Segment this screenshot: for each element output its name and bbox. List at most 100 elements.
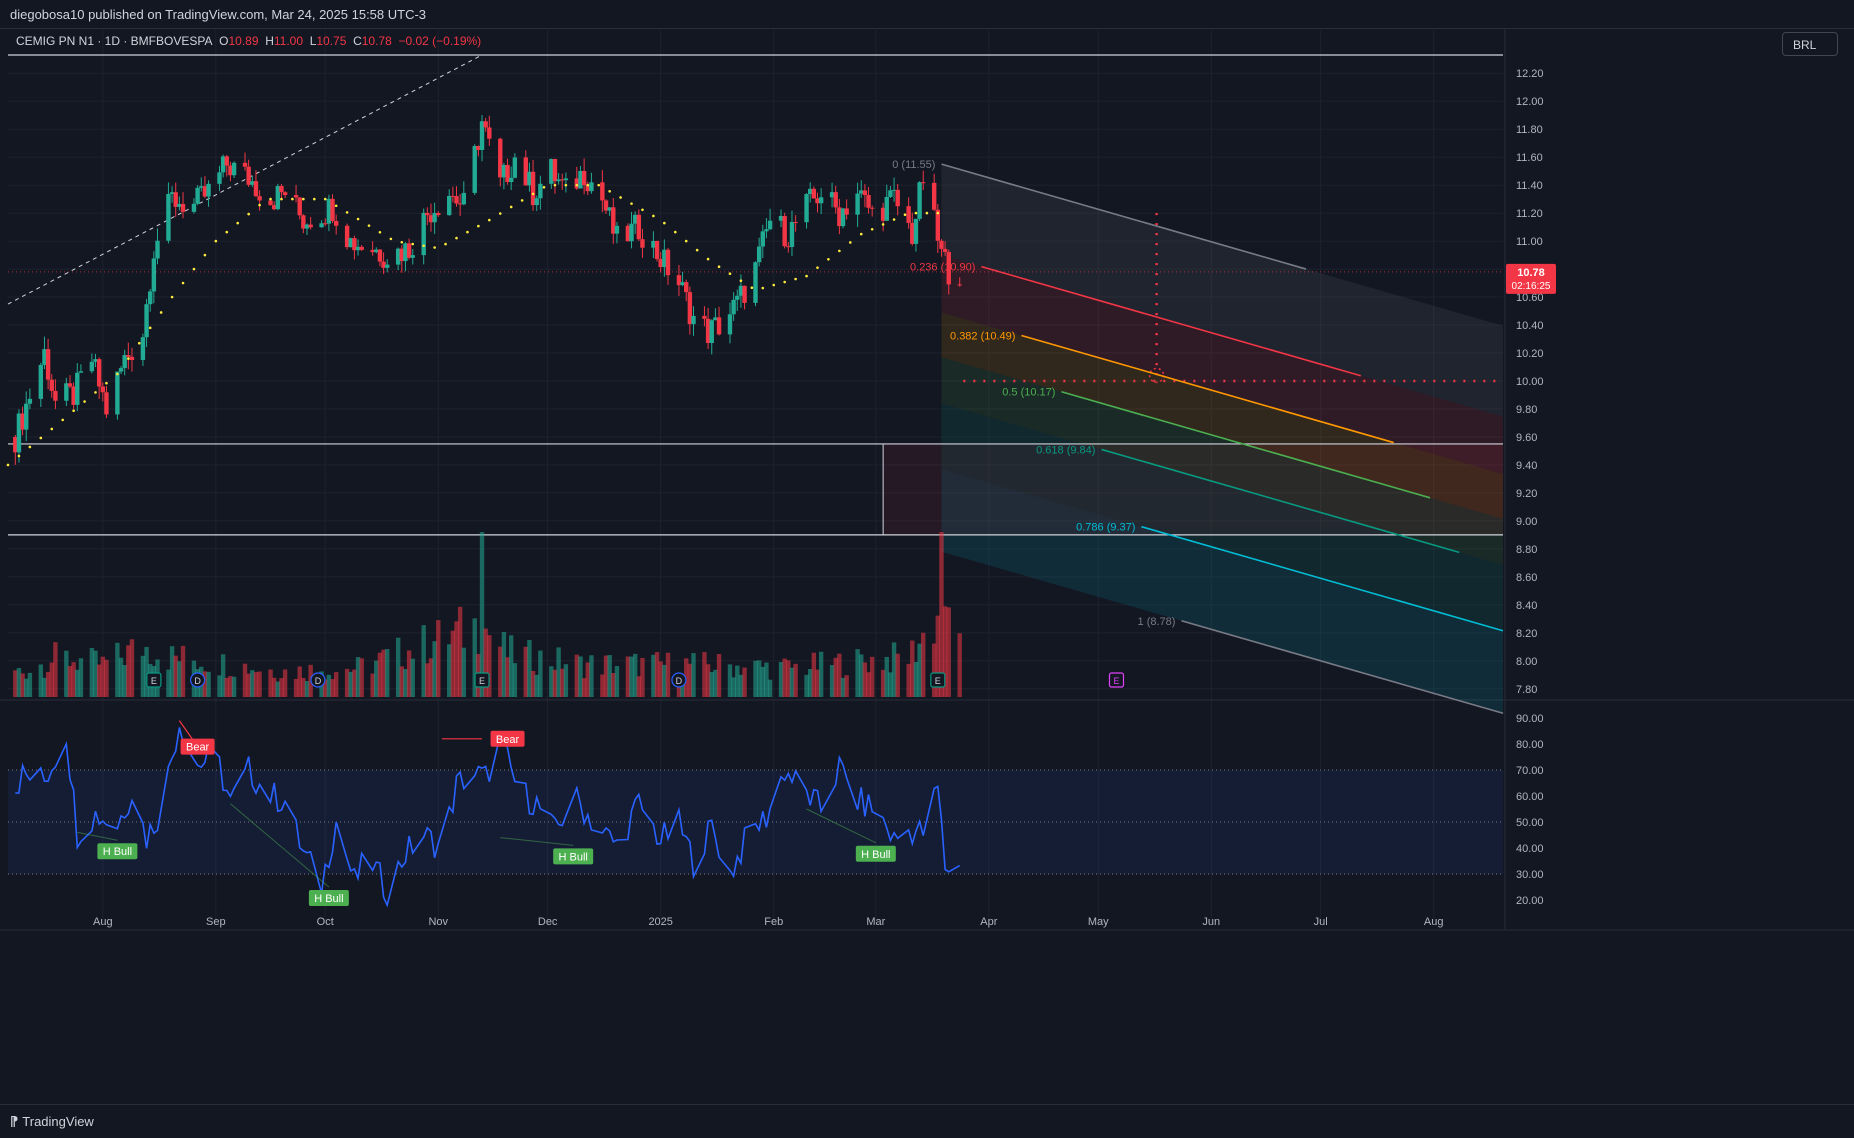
volume-bar [691,653,696,697]
candle-body [957,284,962,286]
volume-bar [505,657,510,697]
volume-bar [917,643,922,697]
volume-bar [385,649,390,697]
volume-bar [946,607,951,697]
candle-body [862,190,868,196]
tradingview-logo-icon: ⁋ [10,1115,19,1130]
candle-body [560,179,565,181]
candle-body [115,371,120,415]
volume-bar [177,661,182,697]
dividend-marker-label: D [315,676,322,686]
candle-body [789,222,795,247]
ma-dot [772,283,776,287]
ma-dot [619,196,622,199]
rsi-line [15,727,961,908]
candle-body [250,181,255,185]
candle-body [180,203,186,212]
volume-bar [840,677,846,697]
volume-bar [589,655,594,697]
price-axis-label: 10.40 [1516,320,1544,332]
volume-bar [297,666,302,697]
candle-body [377,249,383,262]
candle-body [811,188,817,199]
ma-dot [903,213,907,217]
volume-bar [764,662,769,697]
volume-bar [250,670,255,697]
volume-bar [804,674,809,697]
volume-bar [436,620,441,697]
volume-bar [403,669,408,697]
candle-body [614,225,620,234]
ma-dot [17,454,21,458]
candle-body [231,162,237,176]
fib-level-line [1061,390,1431,499]
rsi-axis-label: 60.00 [1516,791,1544,803]
candle-body [833,192,838,208]
candle-body [13,436,18,453]
ma-dot [663,221,666,225]
ma-dot [203,253,207,257]
ma-dot [597,183,601,187]
candle-body [16,413,22,453]
candle-body [27,398,33,404]
volume-bar [512,663,518,697]
volume-bar [811,652,817,697]
ma-dot [39,436,43,440]
volume-bar [778,661,784,697]
volume-bar [614,666,620,697]
tradingview-logo[interactable]: ⁋ TradingView [10,1114,94,1130]
volume-bar [425,663,430,697]
volume-bar [180,645,186,697]
candle-body [381,261,386,268]
volume-bar [45,671,51,697]
candle-body [144,304,149,338]
chart-canvas[interactable]: Aug Sep Oct Nov Dec 2025 Feb Mar Apr May Jun Jul Aug… [0,0,1854,1104]
earnings-marker-label: E [1113,676,1119,686]
volume-bar [931,643,937,697]
volume-bar [206,671,211,697]
candle-body [454,196,459,204]
candle-body [906,206,911,223]
volume-bar [807,668,813,697]
volume-bar [888,672,893,697]
rsi-axis-label: 40.00 [1516,843,1544,855]
ma-dot [641,208,644,212]
candle-body [148,291,153,305]
price-axis-label: 12.00 [1516,96,1544,108]
volume-bar [454,621,459,697]
volume-bar [71,662,76,697]
fib-level-label: 0.786 (9.37) [1076,522,1135,534]
candle-body [917,182,922,219]
candle-body [301,215,306,229]
volume-bar [410,658,415,697]
candle-body [498,138,503,178]
dividend-marker [190,672,206,688]
volume-bar [563,664,569,697]
volume-bar [527,639,532,697]
ma-dot [116,372,119,376]
ma-dot [684,239,688,243]
candle-body [199,186,204,188]
candle-body [479,121,485,150]
volume-bar [585,662,590,697]
symbol-legend[interactable]: CEMIG PN N1 · 1D · BMFBOVESPA O10.89 H11… [16,34,481,48]
volume-bar [636,676,642,697]
time-axis-label: Feb [764,916,783,928]
candle-body [166,193,171,241]
price-axis-label: 11.20 [1516,208,1543,220]
volume-bar [632,653,638,697]
symbol-name[interactable]: CEMIG PN N1 · 1D · BMFBOVESPA [16,34,213,48]
rsi-band-fill [8,770,1503,874]
candle-body [220,156,226,173]
candle-body [64,383,69,401]
candle-body [946,251,951,285]
candle-body [344,225,350,248]
ma-dot [389,237,393,241]
currency-button[interactable]: BRL [1782,32,1838,56]
candle-body [651,240,656,248]
volume-bar [884,656,889,697]
candle-body [410,255,415,258]
candle-body [330,198,335,221]
volume-bar [447,644,452,697]
ma-dot [61,418,64,422]
